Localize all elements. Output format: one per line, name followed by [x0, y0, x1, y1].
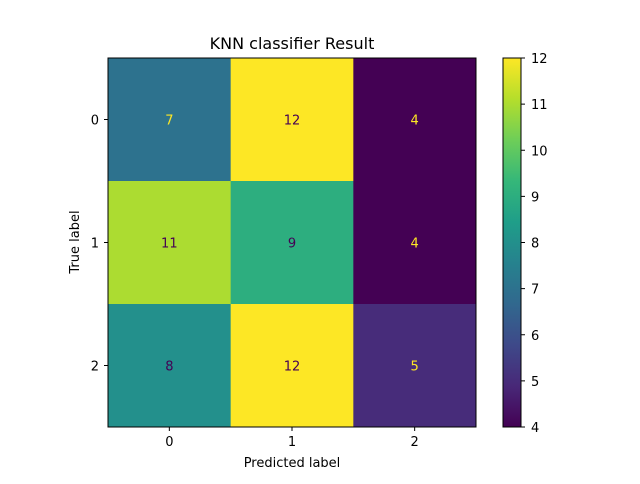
heatmap-cells: 7 12 4 11 9 4 8 12 5	[108, 58, 477, 428]
heatmap-cell	[353, 58, 477, 182]
cell-value-label: 5	[411, 360, 419, 375]
colorbar-tick-label: 5	[531, 375, 539, 390]
colorbar-tick-label: 4	[531, 421, 539, 436]
cell-value-label: 9	[288, 237, 296, 252]
heatmap-cell	[230, 58, 354, 182]
x-tick-label: 2	[411, 435, 419, 450]
cell-value-label: 4	[411, 237, 419, 252]
heatmap-cell	[108, 58, 232, 182]
colorbar-tick-label: 6	[531, 329, 539, 344]
cell-value-label: 12	[284, 360, 301, 375]
heatmap-cell	[353, 181, 477, 305]
x-axis-ticks: 0 1 2	[165, 427, 419, 450]
heatmap-cell	[108, 181, 232, 305]
cell-value-label: 11	[161, 237, 178, 252]
heatmap-cell	[230, 304, 354, 428]
colorbar-tick-label: 10	[531, 144, 548, 159]
heatmap-cell	[353, 304, 477, 428]
chart-title: KNN classifier Result	[210, 34, 375, 53]
colorbar-tick-label: 12	[531, 52, 548, 67]
colorbar-tick-label: 9	[531, 190, 539, 205]
cell-value-label: 8	[165, 360, 173, 375]
y-tick-label: 0	[91, 114, 99, 129]
y-tick-label: 1	[91, 237, 99, 252]
cell-value-label: 12	[284, 114, 301, 129]
y-axis-label: True label	[68, 210, 83, 274]
colorbar-tick-label: 7	[531, 283, 539, 298]
x-axis-label: Predicted label	[244, 456, 341, 471]
cell-value-label: 4	[411, 114, 419, 129]
cell-value-label: 7	[165, 114, 173, 129]
y-axis-ticks: 0 1 2	[91, 114, 108, 375]
colorbar: 4 5 6 7 8 9 10 11 12	[502, 52, 548, 436]
heatmap-cell	[230, 181, 354, 305]
colorbar-tick-label: 11	[531, 98, 548, 113]
heatmap-cell	[108, 304, 232, 428]
y-tick-label: 2	[91, 360, 99, 375]
colorbar-gradient	[503, 58, 521, 427]
colorbar-tick-label: 8	[531, 237, 539, 252]
colorbar-ticks: 4 5 6 7 8 9 10 11 12	[521, 52, 548, 436]
x-tick-label: 1	[288, 435, 296, 450]
x-tick-label: 0	[165, 435, 173, 450]
